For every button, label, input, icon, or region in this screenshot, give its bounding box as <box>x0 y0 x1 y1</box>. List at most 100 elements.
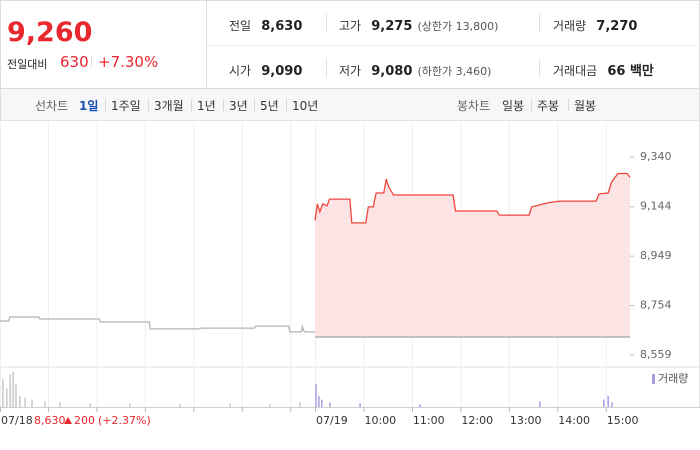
legend-swatch <box>652 374 655 384</box>
stat-label: 전일 <box>229 19 252 33</box>
period-tabs: 선차트 1일 1주일 3개월 1년 3년 5년 10년 봉차트 일봉 주봉 월봉 <box>0 88 700 121</box>
x-tick-label: 10:00 <box>364 414 396 427</box>
stat: 고가 9,275 (상한가 13,800) <box>339 15 498 34</box>
divider <box>207 45 699 46</box>
volume-bar <box>321 399 323 407</box>
up-arrow <box>64 417 72 424</box>
divider <box>91 55 92 67</box>
volume-bar <box>329 402 331 407</box>
stat-value: 9,275 <box>371 19 413 34</box>
volume-bar <box>419 404 421 407</box>
stat-label: 고가 <box>339 19 362 33</box>
tab-separator <box>254 99 255 111</box>
prev-change-pct: (+2.37%) <box>98 414 151 427</box>
x-tick-label: 07/19 <box>316 414 348 427</box>
stat-value: 7,270 <box>596 19 638 34</box>
x-tick-label: 15:00 <box>607 414 639 427</box>
change-pct: +7.30% <box>98 53 159 71</box>
stat-label: 저가 <box>339 64 362 78</box>
chart: 07/18 07/19 10:00 11:00 12:00 13:00 14:00 15:00… <box>0 120 700 427</box>
x-tick-label: 11:00 <box>413 414 445 427</box>
stat-value: 8,630 <box>261 19 303 34</box>
volume-bar <box>315 383 317 407</box>
divider <box>326 58 327 78</box>
prev-change: 200 <box>74 414 95 427</box>
divider <box>206 1 207 88</box>
tab[interactable]: 1일 <box>79 99 99 113</box>
volume-bar <box>59 402 61 407</box>
prev-close: 8,630 <box>34 414 66 427</box>
price-line <box>0 316 315 333</box>
change-label: 전일대비 <box>7 58 48 71</box>
volume-bar <box>129 403 131 407</box>
volume-bar <box>611 402 613 407</box>
volume-bar <box>539 401 541 407</box>
x-tick-label: 13:00 <box>510 414 542 427</box>
stat-value: 9,080 <box>371 64 413 79</box>
volume-bar <box>229 403 231 407</box>
stat-value: 66 백만 <box>607 64 654 79</box>
price: 9,260 <box>7 17 93 48</box>
y-tick-label: 8,559 <box>640 348 672 361</box>
tab-separator <box>105 99 106 111</box>
tab-separator <box>568 99 569 111</box>
stat: 전일 8,630 <box>229 15 302 34</box>
volume-bar <box>179 404 181 407</box>
tab[interactable]: 3개월 <box>154 99 184 113</box>
tab-group-label: 선차트 <box>35 99 69 113</box>
tab-separator <box>286 99 287 111</box>
tab[interactable]: 주봉 <box>537 99 560 113</box>
area <box>315 173 630 337</box>
stat-label: 거래대금 <box>553 64 598 78</box>
tab-separator <box>148 99 149 111</box>
quote-header: 9,260 전일대비 630 +7.30% 전일 8,630 고가 9,275 … <box>0 0 700 88</box>
volume-bar <box>269 404 271 407</box>
stat-label: 거래량 <box>553 19 587 33</box>
divider <box>539 58 540 78</box>
tab[interactable]: 1주일 <box>111 99 141 113</box>
price-line <box>314 172 631 224</box>
volume-bar <box>19 395 21 407</box>
tab[interactable]: 일봉 <box>502 99 525 113</box>
tab-group-label: 봉차트 <box>457 99 491 113</box>
stat: 시가 9,090 <box>229 60 302 79</box>
stat: 저가 9,080 (하한가 3,460) <box>339 60 491 79</box>
volume-bar <box>359 403 361 407</box>
x-tick-label: 12:00 <box>461 414 493 427</box>
volume-bar <box>15 383 17 407</box>
divider <box>539 13 540 33</box>
y-tick-label: 8,754 <box>640 299 672 312</box>
y-tick-label: 8,949 <box>640 249 672 262</box>
volume-bar <box>44 401 46 407</box>
volume-bar <box>6 388 8 407</box>
stat-value: 9,090 <box>261 64 303 79</box>
change: 630 <box>60 53 89 71</box>
volume-bar <box>2 379 4 407</box>
stat: 거래량 7,270 <box>553 15 637 34</box>
volume-bar <box>31 399 33 407</box>
legend-label: 거래량 <box>658 372 688 385</box>
stat-note: (상한가 13,800) <box>417 20 499 33</box>
stat: 거래대금 66 백만 <box>553 60 654 79</box>
tab[interactable]: 월봉 <box>574 99 597 113</box>
y-tick-label: 9,144 <box>640 200 672 213</box>
stat-note: (하한가 3,460) <box>417 65 492 78</box>
stat-label: 시가 <box>229 64 252 78</box>
tab[interactable]: 10년 <box>292 99 319 113</box>
volume-bar <box>89 403 91 407</box>
tab[interactable]: 1년 <box>197 99 216 113</box>
volume-bar <box>318 395 320 407</box>
tab-separator <box>223 99 224 111</box>
volume-bar <box>603 399 605 407</box>
tab[interactable]: 3년 <box>229 99 248 113</box>
volume-bar <box>299 402 301 407</box>
x-tick-label: 14:00 <box>558 414 590 427</box>
y-tick-label: 9,340 <box>640 150 672 163</box>
volume-bar <box>9 374 11 407</box>
tab-separator <box>191 99 192 111</box>
volume-bar <box>12 371 14 407</box>
tab-separator <box>531 99 532 111</box>
volume-bar <box>607 395 609 407</box>
tab[interactable]: 5년 <box>260 99 279 113</box>
